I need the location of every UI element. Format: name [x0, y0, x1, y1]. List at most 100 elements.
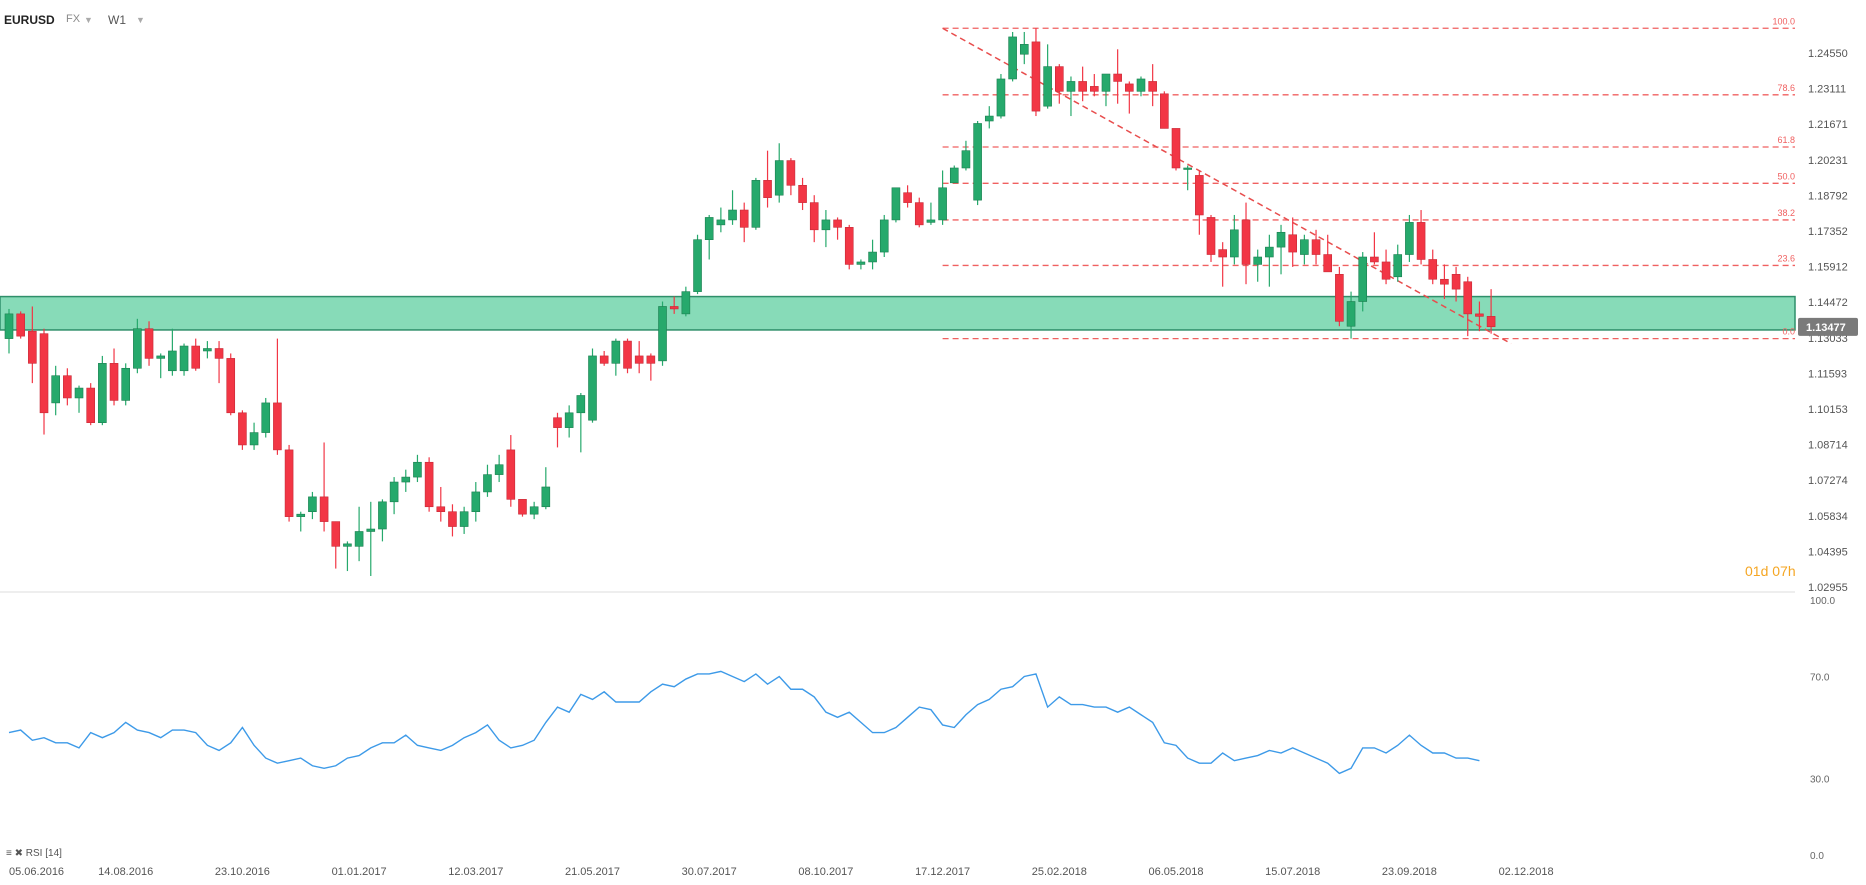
candle[interactable] [1451, 274, 1461, 290]
candle[interactable] [1276, 231, 1286, 248]
candle[interactable] [833, 219, 842, 228]
candle[interactable] [63, 375, 72, 399]
candle[interactable] [4, 313, 14, 339]
candle[interactable] [214, 348, 224, 359]
candle[interactable] [401, 476, 411, 483]
candle[interactable] [518, 499, 527, 515]
candle[interactable] [926, 219, 936, 223]
candle[interactable] [179, 345, 189, 372]
candle[interactable] [1066, 81, 1076, 92]
candle[interactable] [1323, 254, 1333, 273]
chevron-down-icon[interactable]: ▼ [136, 15, 145, 25]
candle[interactable] [1090, 86, 1099, 92]
interval-selector[interactable]: W1 [108, 13, 126, 27]
candle[interactable] [1031, 41, 1041, 112]
candle[interactable] [716, 219, 726, 226]
candle[interactable] [1230, 229, 1239, 258]
candle[interactable] [903, 192, 912, 203]
candle[interactable] [658, 306, 667, 362]
candle[interactable] [273, 402, 282, 451]
candle[interactable] [1253, 256, 1262, 265]
candle[interactable] [1335, 274, 1344, 322]
candle[interactable] [226, 358, 236, 414]
candle[interactable] [249, 432, 259, 446]
candle[interactable] [238, 412, 247, 446]
candle[interactable] [634, 355, 644, 364]
candle[interactable] [156, 355, 166, 359]
candle[interactable] [494, 464, 504, 475]
candle[interactable] [261, 402, 271, 433]
candle[interactable] [308, 496, 317, 513]
candle[interactable] [39, 333, 49, 414]
candle[interactable] [168, 350, 177, 372]
candle[interactable] [1265, 246, 1274, 258]
candle[interactable] [1160, 93, 1169, 129]
candle[interactable] [576, 395, 586, 414]
candle[interactable] [1113, 73, 1122, 82]
candle[interactable] [74, 387, 84, 399]
candle[interactable] [483, 474, 492, 493]
candle[interactable] [1381, 261, 1391, 280]
candle[interactable] [611, 340, 621, 364]
candle[interactable] [681, 291, 691, 315]
candle[interactable] [553, 417, 562, 428]
candle[interactable] [751, 180, 761, 228]
candle[interactable] [623, 340, 632, 369]
candle[interactable] [669, 306, 679, 310]
candle[interactable] [121, 367, 130, 401]
candle[interactable] [16, 313, 25, 337]
candle[interactable] [1346, 301, 1356, 327]
candle[interactable] [1311, 239, 1321, 255]
candle[interactable] [319, 496, 329, 522]
candle[interactable] [1288, 234, 1297, 253]
candle[interactable] [1358, 256, 1368, 302]
candle[interactable] [471, 491, 481, 513]
candle[interactable] [191, 345, 201, 369]
candle[interactable] [343, 543, 352, 547]
candle[interactable] [284, 449, 294, 517]
candle[interactable] [1405, 222, 1414, 255]
candle[interactable] [1101, 73, 1111, 92]
candle[interactable] [646, 355, 656, 364]
candle[interactable] [739, 209, 749, 228]
candle[interactable] [1055, 66, 1064, 92]
candle[interactable] [879, 219, 889, 253]
candle[interactable] [1416, 222, 1426, 260]
indicator-icon[interactable]: ≡ ✖ [6, 848, 23, 859]
candle[interactable] [459, 511, 469, 527]
candle[interactable] [1019, 44, 1029, 55]
candle[interactable] [98, 363, 107, 423]
candle[interactable] [949, 167, 959, 184]
candle[interactable] [1241, 219, 1251, 265]
candle[interactable] [798, 184, 807, 203]
candle[interactable] [1300, 239, 1309, 255]
candle[interactable] [1008, 36, 1017, 80]
candle[interactable] [1206, 217, 1216, 255]
candle[interactable] [844, 227, 854, 265]
candle[interactable] [1148, 81, 1157, 92]
candle[interactable] [1078, 81, 1087, 92]
candle[interactable] [704, 217, 714, 240]
candle[interactable] [413, 461, 422, 478]
candle[interactable] [564, 412, 574, 428]
candle[interactable] [786, 160, 796, 186]
candle[interactable] [366, 528, 376, 532]
candle[interactable] [588, 355, 597, 421]
candle[interactable] [1125, 83, 1134, 92]
candle[interactable] [1428, 259, 1438, 280]
candle[interactable] [996, 78, 1006, 117]
candle[interactable] [774, 160, 784, 196]
candle[interactable] [1393, 254, 1403, 278]
candle[interactable] [86, 387, 95, 423]
candle[interactable] [1183, 167, 1192, 170]
market-selector[interactable]: FX [66, 13, 81, 25]
candle[interactable] [1440, 278, 1449, 285]
candle[interactable] [354, 531, 364, 547]
candle[interactable] [109, 363, 119, 401]
candle[interactable] [1486, 316, 1496, 328]
candle[interactable] [599, 355, 609, 364]
candle[interactable] [938, 187, 947, 221]
candle[interactable] [51, 375, 60, 404]
symbol-selector[interactable]: EURUSD [4, 13, 55, 27]
